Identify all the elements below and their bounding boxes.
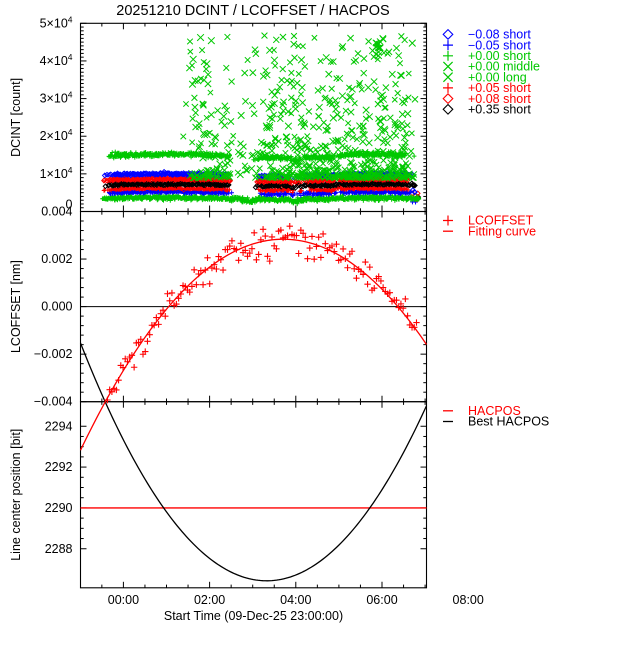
svg-text:02:00: 02:00 [194, 593, 225, 607]
svg-text:DCINT [count]: DCINT [count] [9, 78, 23, 157]
svg-text:Start Time (09-Dec-25 23:00:00: Start Time (09-Dec-25 23:00:00) [164, 609, 343, 623]
svg-text:08:00: 08:00 [453, 593, 484, 607]
svg-text:0.000: 0.000 [41, 300, 72, 314]
svg-text:Line center position [bit]: Line center position [bit] [9, 429, 23, 561]
svg-text:Best HACPOS: Best HACPOS [468, 415, 549, 429]
svg-text:Fitting curve: Fitting curve [468, 224, 536, 238]
svg-text:04:00: 04:00 [280, 593, 311, 607]
svg-text:2292: 2292 [45, 460, 73, 474]
svg-text:0.004: 0.004 [41, 205, 72, 219]
svg-text:+0.35 short: +0.35 short [468, 103, 531, 117]
svg-text:06:00: 06:00 [366, 593, 397, 607]
svg-text:−0.004: −0.004 [34, 395, 73, 409]
svg-text:2288: 2288 [45, 542, 73, 556]
svg-text:2294: 2294 [45, 419, 73, 433]
svg-text:LCOFFSET [nm]: LCOFFSET [nm] [9, 260, 23, 353]
svg-text:0.002: 0.002 [41, 252, 72, 266]
svg-text:2290: 2290 [45, 501, 73, 515]
svg-text:00:00: 00:00 [108, 593, 139, 607]
svg-text:20251210 DCINT / LCOFFSET: 20251210 DCINT / LCOFFSET / HACPOS [116, 3, 389, 19]
svg-text:−0.002: −0.002 [34, 347, 73, 361]
